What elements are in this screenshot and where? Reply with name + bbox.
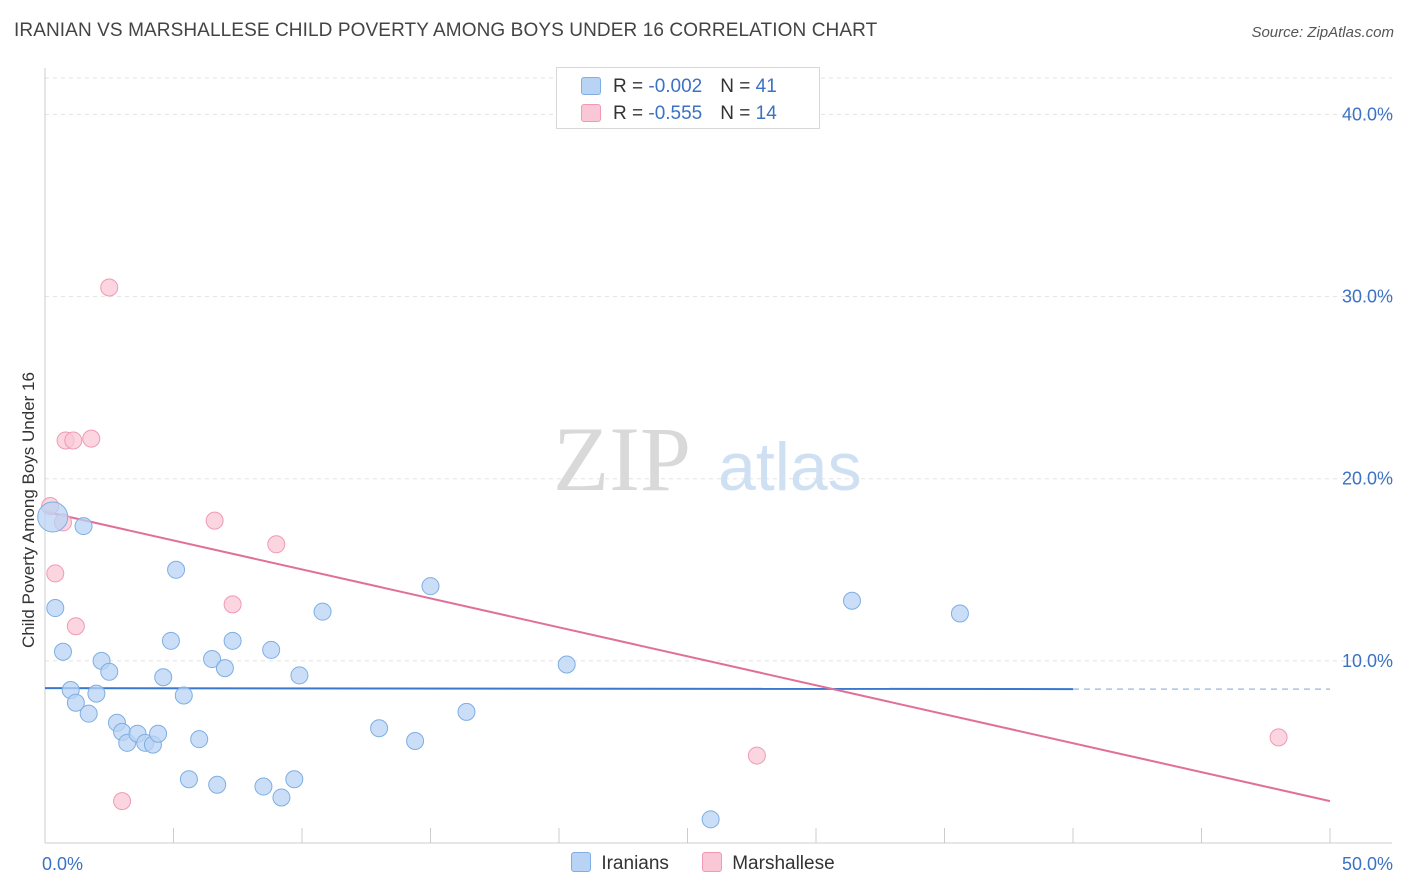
marshallese-swatch xyxy=(702,852,723,872)
marshallese-point-6 xyxy=(82,429,101,448)
iranians-point-24 xyxy=(208,775,227,794)
marshallese-point-1 xyxy=(46,564,65,583)
marshallese-point-4 xyxy=(64,431,83,450)
iranians-point-26 xyxy=(223,631,242,650)
y-tick-labels: 10.0% 20.0% 30.0% 40.0% xyxy=(1342,104,1393,670)
iranians-point-2 xyxy=(46,599,65,618)
iranians-point-38 xyxy=(701,810,720,829)
iranians-point-35 xyxy=(421,577,440,596)
iranians-point-3 xyxy=(53,642,72,661)
iranians-point-23 xyxy=(203,650,222,669)
iranians-point-27 xyxy=(254,777,273,796)
iranians-point-33 xyxy=(370,719,389,738)
marshallese-point-12 xyxy=(747,746,766,765)
legend-label-iranians: Iranians xyxy=(601,853,669,874)
n-value: 14 xyxy=(755,103,777,124)
y-tick-label-1: 20.0% xyxy=(1342,469,1393,489)
axes xyxy=(44,68,1392,844)
trend-lines xyxy=(44,510,1331,803)
iranians-point-17 xyxy=(154,668,173,687)
marshallese-point-9 xyxy=(205,511,224,530)
iranians-point-7 xyxy=(87,684,106,703)
iranians-point-22 xyxy=(190,730,209,749)
watermark-zip: ZIP xyxy=(553,408,691,510)
iranians-point-31 xyxy=(290,666,309,685)
legend-item-marshallese: Marshallese xyxy=(702,852,835,875)
trend-line-marshallese xyxy=(44,510,1331,803)
iranians-point-20 xyxy=(174,686,193,705)
iranians-point-40 xyxy=(950,604,969,623)
iranians-point-1 xyxy=(74,517,93,536)
iranians-point-19 xyxy=(167,560,186,579)
marshallese-point-7 xyxy=(100,278,119,297)
iranians-point-5 xyxy=(66,693,85,712)
x-tick-label-1: 50.0% xyxy=(1342,854,1393,874)
r-value: -0.002 xyxy=(648,76,703,97)
iranians-swatch xyxy=(581,77,601,95)
y-axis-label: Child Poverty Among Boys Under 16 xyxy=(19,372,38,648)
iranians-point-28 xyxy=(262,640,281,659)
iranians-point-36 xyxy=(457,702,476,721)
y-axis-label-wrap: Child Poverty Among Boys Under 16 xyxy=(14,200,44,820)
n-label: N = xyxy=(720,76,756,97)
iranians-point-0 xyxy=(37,501,69,533)
marshallese-point-5 xyxy=(66,617,85,636)
n-value: 41 xyxy=(755,76,777,97)
marshallese-point-11 xyxy=(267,535,286,554)
iranians-point-9 xyxy=(100,662,119,681)
iranians-point-21 xyxy=(179,770,198,789)
correlation-legend: R = -0.002 N = 41 R = -0.555 N = 14 xyxy=(556,67,820,129)
iranians-point-6 xyxy=(79,704,98,723)
iranians-point-25 xyxy=(215,659,234,678)
iranians-point-29 xyxy=(272,788,291,807)
y-tick-label-2: 30.0% xyxy=(1342,287,1393,307)
iranians-point-32 xyxy=(313,602,332,621)
iranians-swatch xyxy=(571,852,592,872)
r-label: R = xyxy=(613,103,649,124)
marshallese-point-10 xyxy=(223,595,242,614)
n-label: N = xyxy=(720,103,756,124)
marshallese-point-13 xyxy=(1269,728,1288,747)
legend-item-iranians: Iranians xyxy=(571,852,669,875)
watermark: ZIP atlas xyxy=(553,408,862,510)
iranians-point-39 xyxy=(842,591,861,610)
r-label: R = xyxy=(613,76,649,97)
chart-title: IRANIAN VS MARSHALLESE CHILD POVERTY AMO… xyxy=(14,20,878,41)
x-tick-labels: 0.0% 50.0% xyxy=(42,854,1393,874)
trend-line-iranians xyxy=(44,687,1074,691)
iranians-point-34 xyxy=(406,732,425,750)
marshallese-point-8 xyxy=(113,792,132,811)
y-tick-label-3: 40.0% xyxy=(1342,104,1393,124)
watermark-atlas: atlas xyxy=(718,429,862,505)
data-points xyxy=(37,278,1288,829)
grid-lines xyxy=(45,77,1392,662)
series-legend: Iranians Marshallese xyxy=(0,852,1406,875)
x-tick-label-0: 0.0% xyxy=(42,854,83,874)
iranians-point-18 xyxy=(161,631,180,650)
source-credit: Source: ZipAtlas.com xyxy=(1251,24,1394,41)
legend-row-marshallese: R = -0.555 N = 14 xyxy=(581,103,777,127)
iranians-point-30 xyxy=(285,770,304,789)
marshallese-swatch xyxy=(581,104,601,122)
iranians-point-37 xyxy=(557,655,576,674)
r-value: -0.555 xyxy=(648,103,703,124)
iranians-point-16 xyxy=(149,724,168,743)
legend-label-marshallese: Marshallese xyxy=(732,853,835,874)
y-tick-label-0: 10.0% xyxy=(1342,651,1393,671)
legend-row-iranians: R = -0.002 N = 41 xyxy=(581,76,777,100)
